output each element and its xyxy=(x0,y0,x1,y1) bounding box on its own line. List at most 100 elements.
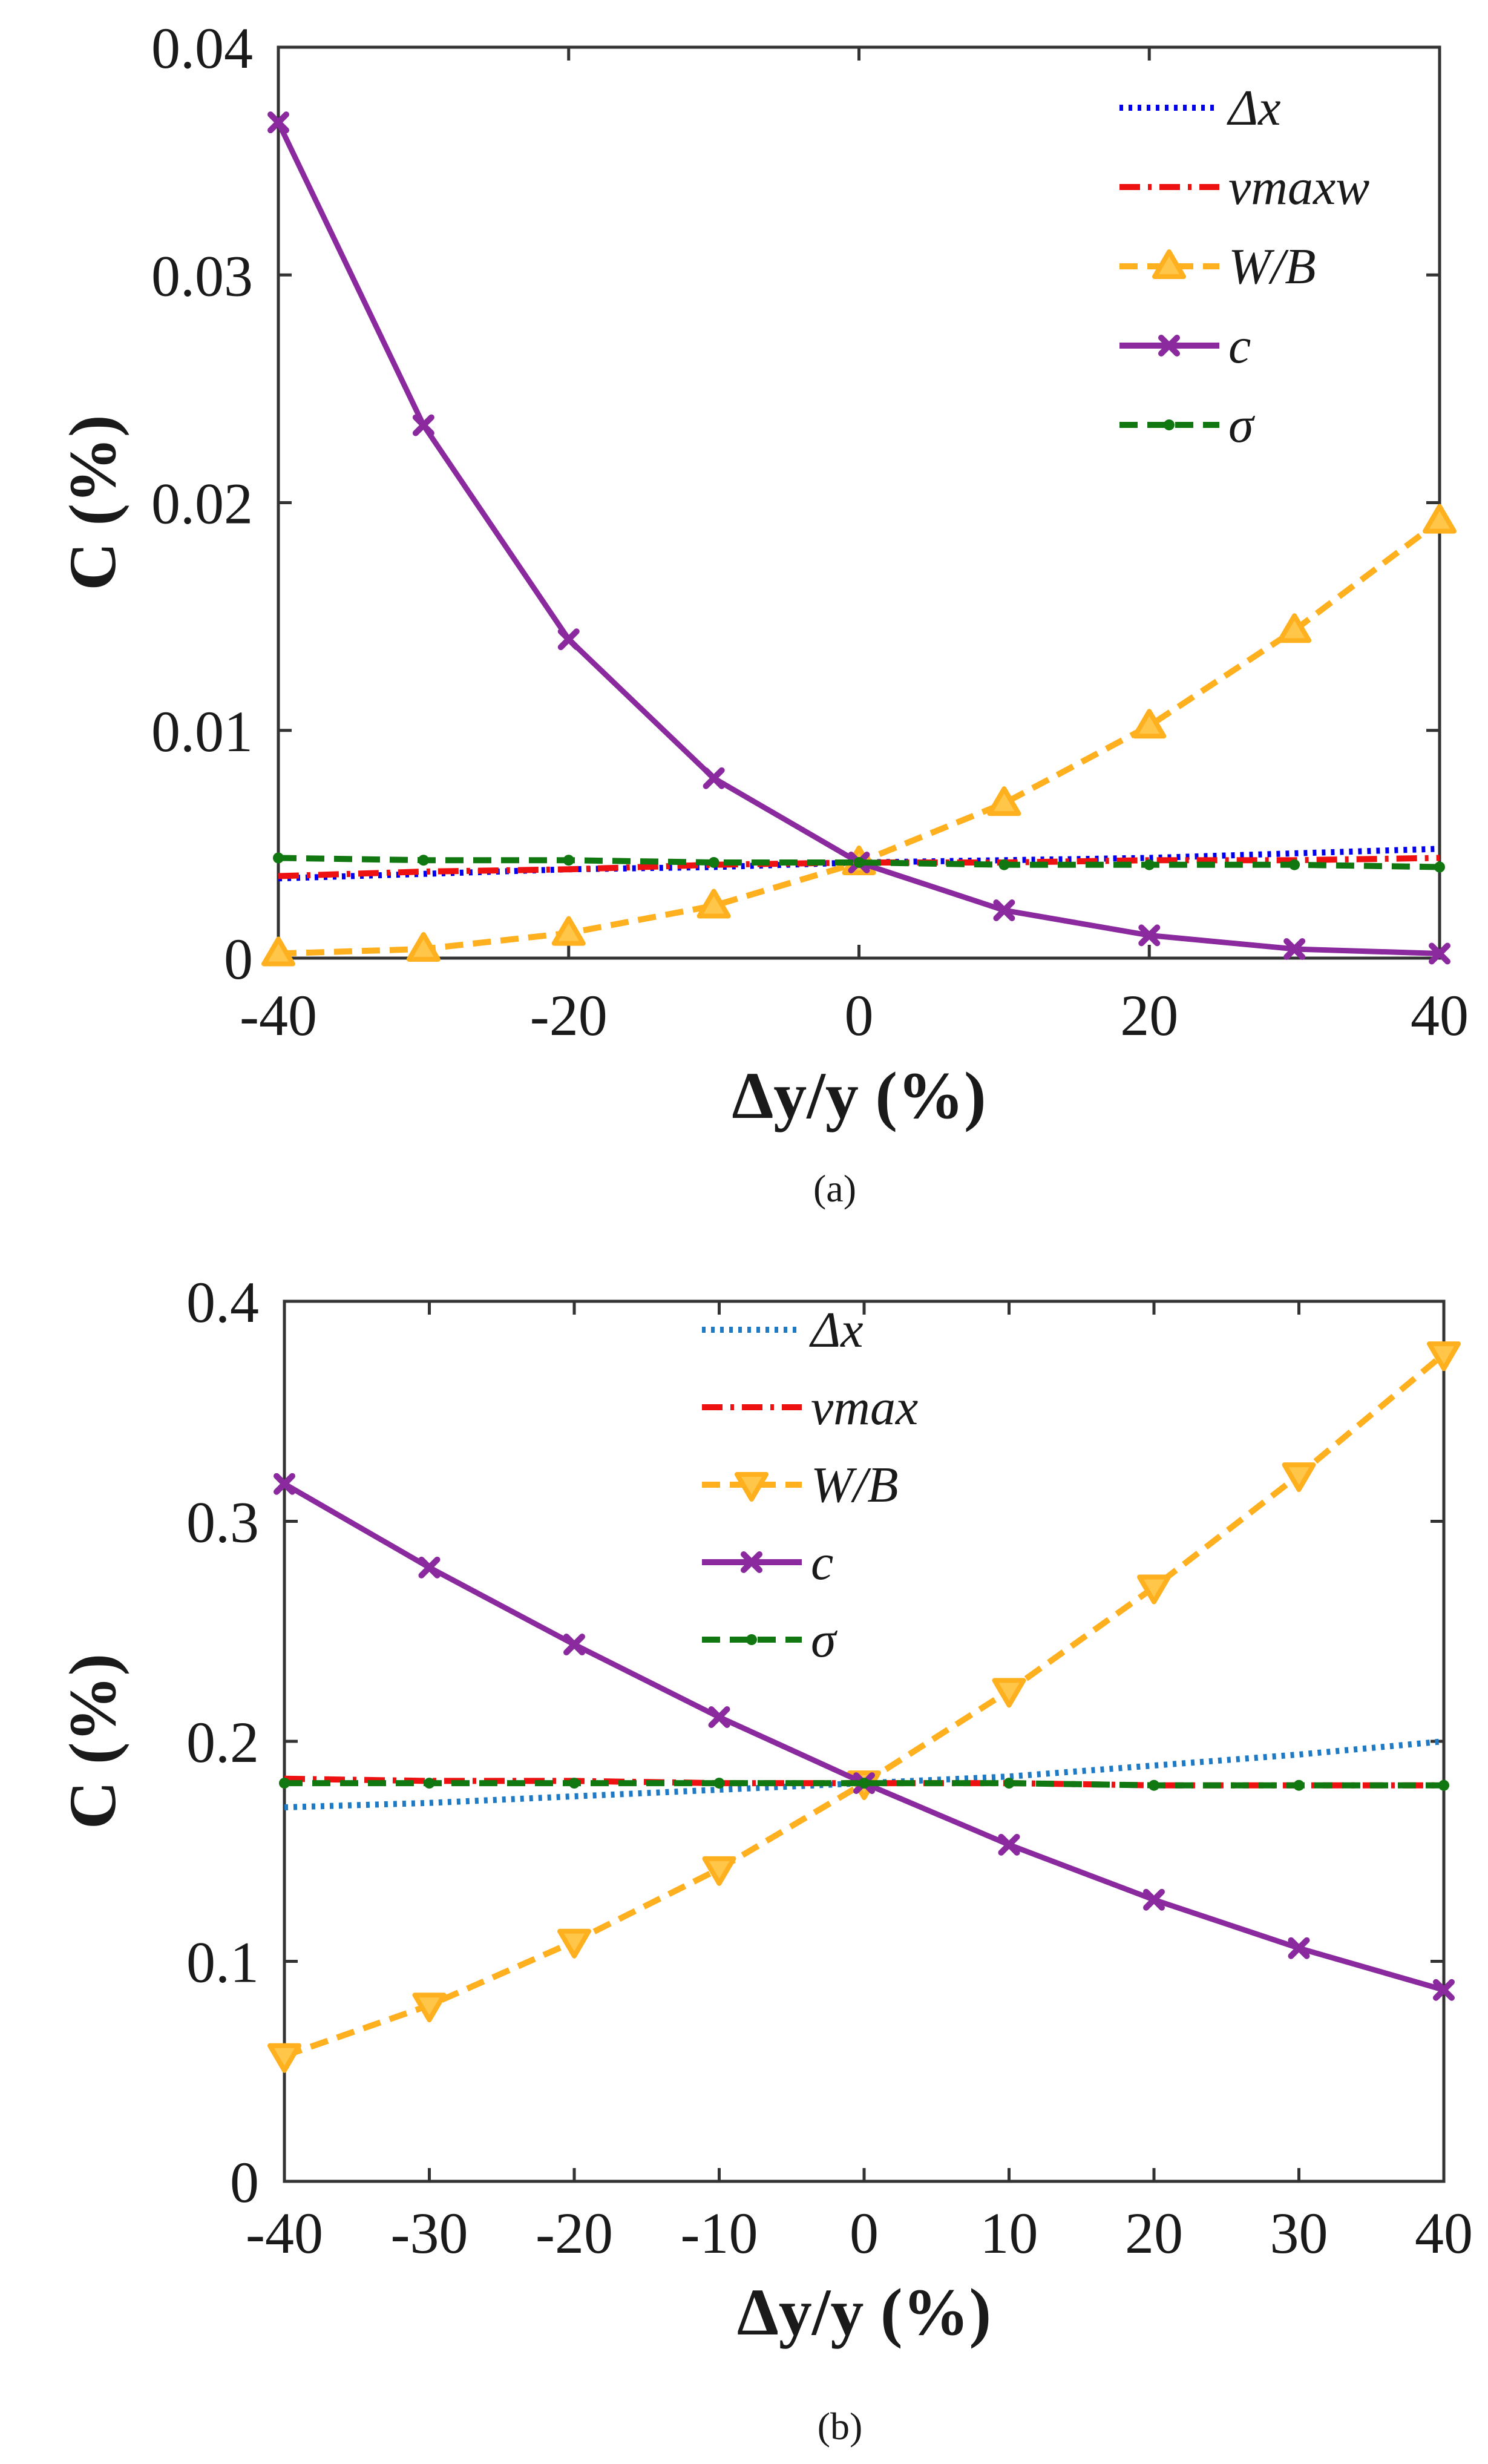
x-tick-label: 40 xyxy=(1415,2201,1473,2265)
data-point-sigma xyxy=(853,856,865,868)
legend-label: Δx xyxy=(809,1302,864,1358)
data-point-c xyxy=(703,767,725,789)
data-point-sigma xyxy=(569,1778,580,1789)
data-point-w-b xyxy=(1137,1574,1171,1605)
data-point-w-b xyxy=(1427,1341,1461,1372)
data-point-sigma xyxy=(1149,1779,1159,1791)
data-point-w-b xyxy=(1423,504,1457,534)
x-tick-label: 20 xyxy=(1125,2201,1183,2265)
series-sigma xyxy=(273,852,1445,873)
x-tick-label: 30 xyxy=(1270,2201,1328,2265)
data-point-sigma xyxy=(859,1778,870,1789)
data-point-w-b xyxy=(702,1856,736,1886)
data-point-c xyxy=(993,899,1015,921)
series-line-delta-x xyxy=(278,846,1440,882)
legend-entry-w-b: W/B xyxy=(702,1457,899,1513)
series-delta-x xyxy=(284,1738,1444,1811)
legend-entry-delta-x: Δx xyxy=(702,1302,864,1358)
data-point-c xyxy=(418,1556,441,1579)
data-point-w-b xyxy=(557,1928,591,1959)
data-point-c xyxy=(267,111,289,134)
legend-marker xyxy=(1158,335,1180,356)
legend-marker xyxy=(735,1472,769,1502)
plot-area xyxy=(283,1299,1446,2183)
data-point-sigma xyxy=(1438,1779,1449,1791)
data-point-sigma xyxy=(1434,861,1445,873)
data-point-c xyxy=(1429,942,1450,965)
legend-marker xyxy=(1152,249,1186,279)
legend-entry-delta-x: Δx xyxy=(1119,80,1281,136)
legend-label: Δx xyxy=(1227,80,1281,136)
data-point-c xyxy=(274,1473,295,1495)
x-tick-label: -30 xyxy=(391,2201,468,2265)
legend-marker xyxy=(1164,419,1175,430)
series-sigma xyxy=(279,1778,1449,1791)
x-tick-label: 10 xyxy=(980,2201,1038,2265)
data-point-sigma xyxy=(563,855,574,866)
data-point-c xyxy=(1433,1979,1455,2001)
chart-panel-b: -40 -30 -20 -10 0 10 20 30 40 0 0.1 0.2 0.3 0.4 Δx vmax… xyxy=(56,1270,1473,2448)
data-point-sigma xyxy=(708,856,719,868)
data-point-w-b xyxy=(267,2043,301,2073)
y-tick-label: 0.4 xyxy=(186,1270,259,1335)
x-tick-label: 0 xyxy=(845,983,874,1048)
data-point-w-b xyxy=(992,1678,1026,1708)
legend-label: σ xyxy=(1228,397,1256,453)
x-tick-label: -20 xyxy=(536,2201,613,2265)
data-point-w-b xyxy=(1132,709,1167,739)
data-point-c xyxy=(998,1833,1020,1856)
y-tick-label: 0.2 xyxy=(186,1710,259,1775)
x-tick-label: 20 xyxy=(1120,983,1178,1048)
data-point-w-b xyxy=(696,889,731,919)
data-point-c xyxy=(1283,938,1306,960)
legend-label: W/B xyxy=(1228,238,1316,295)
legend-label: c xyxy=(1228,318,1251,374)
chart-panel-a: -40 -20 0 20 40 0 0.01 0.02 0.03 0.04 Δx vmaxw W/B cσ… xyxy=(56,16,1469,1210)
y-tick-label: 0.3 xyxy=(186,1490,259,1555)
legend-entry-c: c xyxy=(702,1534,833,1591)
y-tick-label: 0 xyxy=(224,927,253,991)
data-point-c xyxy=(708,1706,730,1729)
data-point-c xyxy=(412,414,434,436)
panel-caption: (a) xyxy=(813,1167,856,1210)
data-point-sigma xyxy=(1293,1779,1305,1791)
legend-entry-w-b: W/B xyxy=(1119,238,1316,295)
data-point-w-b xyxy=(551,916,586,946)
series-line-vmaxw xyxy=(278,855,1440,879)
data-point-sigma xyxy=(713,1778,725,1789)
data-point-c xyxy=(557,628,580,651)
legend-label: σ xyxy=(811,1612,838,1668)
legend-label: vmaxw xyxy=(1228,159,1369,215)
data-point-sigma xyxy=(1003,1778,1015,1789)
data-point-w-b xyxy=(406,931,441,962)
data-point-sigma xyxy=(418,855,429,866)
data-point-w-b xyxy=(987,786,1021,816)
x-tick-label: -40 xyxy=(246,2201,323,2265)
data-point-w-b xyxy=(1277,613,1312,643)
data-point-c xyxy=(1138,924,1161,947)
plot-area xyxy=(277,45,1441,960)
y-tick-label: 0.1 xyxy=(186,1930,259,1995)
y-axis-label: C (%) xyxy=(56,1654,129,1829)
legend-entry-sigma: σ xyxy=(1119,397,1256,453)
data-point-c xyxy=(1288,1937,1310,1959)
legend-marker xyxy=(746,1634,757,1645)
y-tick-label: 0 xyxy=(230,2150,259,2215)
data-point-c xyxy=(1143,1888,1165,1911)
panel-caption: (b) xyxy=(818,2405,863,2448)
data-point-w-b xyxy=(1282,1462,1316,1493)
data-point-sigma xyxy=(998,859,1010,870)
y-tick-label: 0.02 xyxy=(151,471,253,536)
data-point-sigma xyxy=(279,1778,290,1789)
y-tick-label: 0.04 xyxy=(151,16,253,80)
legend-label: W/B xyxy=(811,1457,899,1513)
data-point-sigma xyxy=(1144,859,1155,870)
data-point-w-b xyxy=(261,936,295,967)
data-point-sigma xyxy=(1289,859,1300,870)
legend-entry-sigma: σ xyxy=(702,1612,838,1668)
x-axis-label: Δy/y (%) xyxy=(737,2275,991,2349)
data-point-sigma xyxy=(273,852,284,864)
x-axis-label: Δy/y (%) xyxy=(732,1059,986,1132)
legend-label: vmax xyxy=(811,1379,918,1436)
